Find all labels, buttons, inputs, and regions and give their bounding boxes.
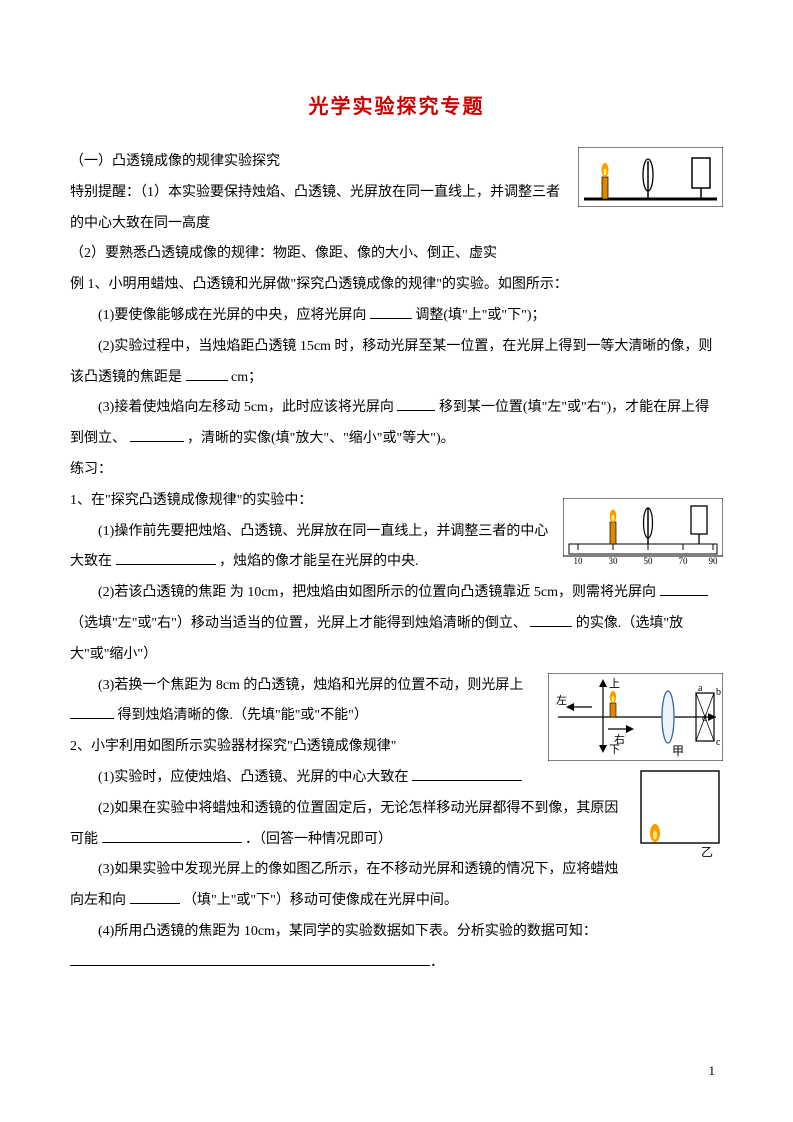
- text: (1)要使像能够成在光屏的中央，应将光屏向: [98, 308, 370, 323]
- example1-q3: (3)接着使烛焰向左移动 5cm，此时应该将光屏向 移到某一位置(填"左"或"右…: [70, 393, 723, 455]
- text: (3)若换一个焦距为 8cm 的凸透镜，烛焰和光屏的位置不动，则光屏上: [98, 678, 523, 693]
- page-title: 光学实验探究专题: [70, 85, 723, 129]
- text: cm；: [231, 370, 262, 385]
- p1-q2: (2)若该凸透镜的焦距 为 10cm，把烛焰由如图所示的位置向凸透镜靠近 5cm…: [70, 578, 723, 670]
- blank: [130, 889, 180, 904]
- example1-intro: 例 1、小明用蜡烛、凸透镜和光屏做"探究凸透镜成像的规律"的实验。如图所示：: [70, 270, 723, 301]
- p2-q4: (4)所用凸透镜的焦距为 10cm，某同学的实验数据如下表。分析实验的数据可知：…: [70, 917, 723, 979]
- text: (3)接着使烛焰向左移动 5cm，此时应该将光屏向: [98, 400, 394, 415]
- p1-q1: (1)操作前先要把烛焰、凸透镜、光屏放在同一直线上，并调整三者的中心大致在 ，烛…: [70, 517, 723, 579]
- blank: [370, 304, 412, 319]
- example1-q1: (1)要使像能够成在光屏的中央，应将光屏向 调整(填"上"或"下")；: [70, 301, 723, 332]
- blank: [70, 950, 430, 965]
- text: (2)若该凸透镜的焦距 为 10cm，把烛焰由如图所示的位置向凸透镜靠近 5cm…: [98, 585, 656, 600]
- text: (1)实验时，应使烛焰、凸透镜、光屏的中心大致在: [98, 770, 408, 785]
- section-heading: （一）凸透镜成像的规律实验探究: [70, 147, 723, 178]
- blank: [412, 766, 522, 781]
- p1-q3: (3)若换一个焦距为 8cm 的凸透镜，烛焰和光屏的位置不动，则光屏上 得到烛焰…: [70, 671, 723, 733]
- tip-2: （2）要熟悉凸透镜成像的规律：物距、像距、像的大小、倒正、虚实: [70, 239, 723, 270]
- text: ，烛焰的像才能呈在光屏的中央.: [219, 554, 419, 569]
- blank: [102, 827, 242, 842]
- text: ．（回答一种情况即可）: [245, 832, 392, 847]
- blank: [116, 550, 216, 565]
- p1-intro: 1、在"探究凸透镜成像规律"的实验中：: [70, 486, 723, 517]
- text: 得到烛焰清晰的像.（先填"能"或"不能"）: [118, 708, 368, 723]
- blank: [70, 704, 114, 719]
- blank: [130, 427, 184, 442]
- blank: [530, 612, 572, 627]
- p2-q3: (3)如果实验中发现光屏上的像如图乙所示，在不移动光屏和透镜的情况下，应将蜡烛向…: [70, 855, 723, 917]
- text: (4)所用凸透镜的焦距为 10cm，某同学的实验数据如下表。分析实验的数据可知：: [98, 924, 597, 939]
- p2-q2: (2)如果在实验中将蜡烛和透镜的位置固定后，无论怎样移动光屏都得不到像，其原因可…: [70, 794, 723, 856]
- example1-q2: (2)实验过程中，当烛焰距凸透镜 15cm 时，移动光屏至某一位置，在光屏上得到…: [70, 332, 723, 394]
- text: ，清晰的实像(填"放大"、"缩小"或"等大")。: [187, 431, 455, 446]
- text: （填"上"或"下"）移动可使像成在光屏中间。: [183, 893, 458, 908]
- tip-1: 特别提醒：（1）本实验要保持烛焰、凸透镜、光屏放在同一直线上，并调整三者的中心大…: [70, 178, 723, 240]
- blank: [397, 396, 435, 411]
- p2-q1: (1)实验时，应使烛焰、凸透镜、光屏的中心大致在: [70, 763, 723, 794]
- p2-intro: 2、小宇利用如图所示实验器材探究"凸透镜成像规律": [70, 732, 723, 763]
- blank: [660, 581, 708, 596]
- text: 调整(填"上"或"下")；: [415, 308, 545, 323]
- page-number: 1: [709, 1057, 716, 1086]
- text: (2)实验过程中，当烛焰距凸透镜 15cm 时，移动光屏至某一位置，在光屏上得到…: [70, 339, 712, 385]
- practice-label: 练习：: [70, 455, 723, 486]
- blank: [186, 365, 228, 380]
- text: （选填"左"或"右"）移动当适当的位置，光屏上才能得到烛焰清晰的倒立、: [70, 616, 527, 631]
